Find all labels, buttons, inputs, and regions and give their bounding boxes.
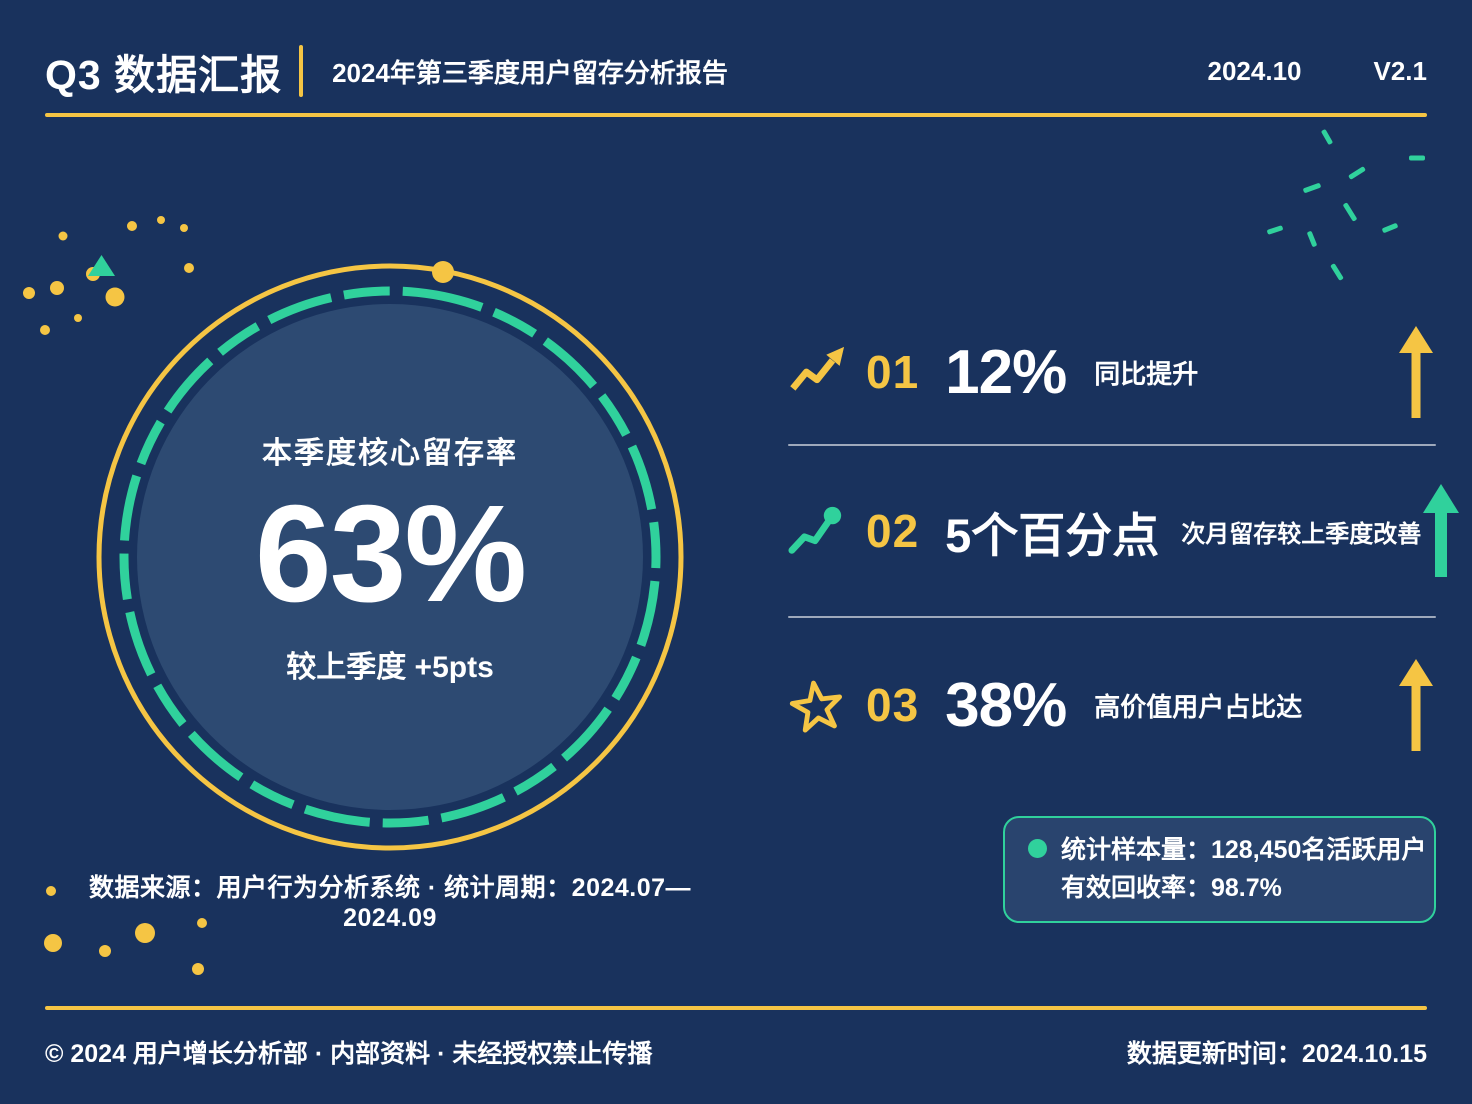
stat-value: 5个百分点 (945, 508, 1160, 562)
up-triangle-icon (88, 255, 115, 276)
retention-gauge: 本季度核心留存率 63% 较上季度 +5pts (88, 255, 692, 859)
page-title: Q3 数据汇报 (45, 52, 283, 98)
stat-label: 高价值用户占比达 (1094, 691, 1303, 722)
up-arrow-icon (1421, 483, 1461, 579)
update-time-text: 数据更新时间：2024.10.15 (1126, 1040, 1427, 1068)
gauge-value: 63% (254, 476, 527, 631)
trending-up-icon (788, 343, 846, 401)
row-divider (788, 444, 1436, 446)
sample-info-text: 统计样本量：128,450名活跃用户 有效回收率：98.7% (1061, 831, 1427, 907)
row-divider (788, 616, 1436, 618)
bullet-dot-icon (1028, 839, 1047, 858)
stats-list: 01 12% 同比提升 02 5个百分点 次月留存较上季度改善 (788, 300, 1460, 792)
star-icon (788, 676, 846, 734)
gauge-delta: 较上季度 +5pts (88, 255, 494, 686)
gauge-outer-ring (96, 263, 684, 851)
gauge-dashed-ring (119, 286, 661, 828)
stat-index: 02 (866, 505, 920, 557)
page-subtitle: 2024年第三季度用户留存分析报告 (332, 57, 728, 88)
up-arrow-icon (1396, 657, 1436, 753)
gauge-text-block: 本季度核心留存率 63% 较上季度 +5pts (88, 255, 692, 859)
stat-row-mom-retention: 02 5个百分点 次月留存较上季度改善 (788, 446, 1460, 616)
stat-row-high-value-users: 03 38% 高价值用户占比达 (788, 618, 1436, 792)
response-rate-line: 有效回收率：98.7% (1061, 874, 1282, 902)
gauge-delta-text: 较上季度 +5pts (286, 651, 494, 685)
stat-value: 12% (945, 337, 1067, 407)
stat-label: 同比提升 (1094, 358, 1199, 389)
copyright-text: © 2024 用户增长分析部 · 内部资料 · 未经授权禁止传播 (45, 1040, 653, 1068)
gauge-label: 本季度核心留存率 (262, 436, 518, 470)
line-chart-up-icon (788, 502, 846, 560)
stat-label: 次月留存较上季度改善 (1181, 520, 1422, 548)
title-divider (299, 45, 304, 97)
sample-info-box: 统计样本量：128,450名活跃用户 有效回收率：98.7% (1003, 816, 1436, 923)
stat-index: 03 (866, 679, 920, 731)
teal-confetti (1267, 129, 1425, 281)
footer-rule (45, 1006, 1427, 1010)
header-rule (45, 113, 1427, 117)
gauge-marker-dot (432, 261, 454, 283)
sample-size-line: 统计样本量：128,450名活跃用户 (1061, 836, 1427, 864)
stat-index: 01 (866, 346, 920, 398)
gauge-inner-disc (137, 304, 643, 810)
stat-row-yoy: 01 12% 同比提升 (788, 300, 1436, 444)
data-source-note: 数据来源：用户行为分析系统 · 统计周期：2024.07—2024.09 (88, 874, 692, 932)
header-version: V2.1 (1373, 55, 1428, 86)
stat-value: 38% (945, 670, 1067, 740)
gauge-rings-graphic (96, 261, 684, 851)
header-date: 2024.10 (1207, 55, 1302, 86)
up-arrow-icon (1396, 324, 1436, 420)
